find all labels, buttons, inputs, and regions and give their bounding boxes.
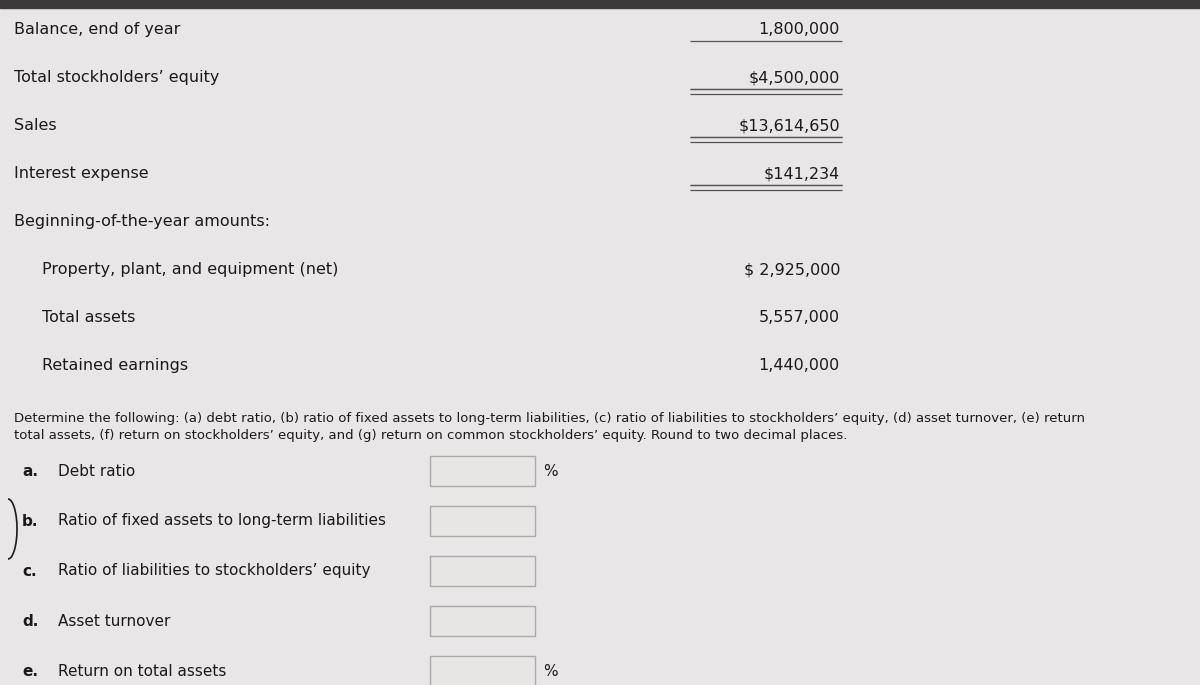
- Text: b.: b.: [22, 514, 38, 529]
- Text: a.: a.: [22, 464, 38, 479]
- Text: Interest expense: Interest expense: [14, 166, 149, 181]
- Text: Property, plant, and equipment (net): Property, plant, and equipment (net): [42, 262, 338, 277]
- Text: Sales: Sales: [14, 118, 56, 133]
- Text: 1,440,000: 1,440,000: [758, 358, 840, 373]
- Text: 5,557,000: 5,557,000: [758, 310, 840, 325]
- Bar: [430, 556, 535, 586]
- Text: Debt ratio: Debt ratio: [58, 464, 136, 479]
- Text: Balance, end of year: Balance, end of year: [14, 22, 180, 37]
- Text: Ratio of liabilities to stockholders’ equity: Ratio of liabilities to stockholders’ eq…: [58, 564, 371, 579]
- Text: total assets, (f) return on stockholders’ equity, and (g) return on common stock: total assets, (f) return on stockholders…: [14, 429, 847, 442]
- Text: c.: c.: [22, 564, 37, 579]
- Text: Total assets: Total assets: [42, 310, 136, 325]
- Text: Ratio of fixed assets to long-term liabilities: Ratio of fixed assets to long-term liabi…: [58, 514, 386, 529]
- Text: $141,234: $141,234: [763, 166, 840, 181]
- Text: Asset turnover: Asset turnover: [58, 614, 170, 629]
- Bar: [430, 656, 535, 685]
- Text: 1,800,000: 1,800,000: [758, 22, 840, 37]
- Text: $ 2,925,000: $ 2,925,000: [744, 262, 840, 277]
- Text: $13,614,650: $13,614,650: [738, 118, 840, 133]
- Bar: [0, 0, 1200, 8]
- Text: Total stockholders’ equity: Total stockholders’ equity: [14, 70, 220, 85]
- Bar: [430, 506, 535, 536]
- Text: e.: e.: [22, 664, 38, 679]
- Text: $4,500,000: $4,500,000: [749, 70, 840, 85]
- Text: Retained earnings: Retained earnings: [42, 358, 188, 373]
- Bar: [430, 456, 535, 486]
- Text: Return on total assets: Return on total assets: [58, 664, 227, 679]
- Text: Determine the following: (a) debt ratio, (b) ratio of fixed assets to long-term : Determine the following: (a) debt ratio,…: [14, 412, 1085, 425]
- Text: Beginning-of-the-year amounts:: Beginning-of-the-year amounts:: [14, 214, 270, 229]
- Text: %: %: [542, 664, 558, 679]
- Bar: [430, 606, 535, 636]
- Text: d.: d.: [22, 614, 38, 629]
- Text: %: %: [542, 464, 558, 479]
